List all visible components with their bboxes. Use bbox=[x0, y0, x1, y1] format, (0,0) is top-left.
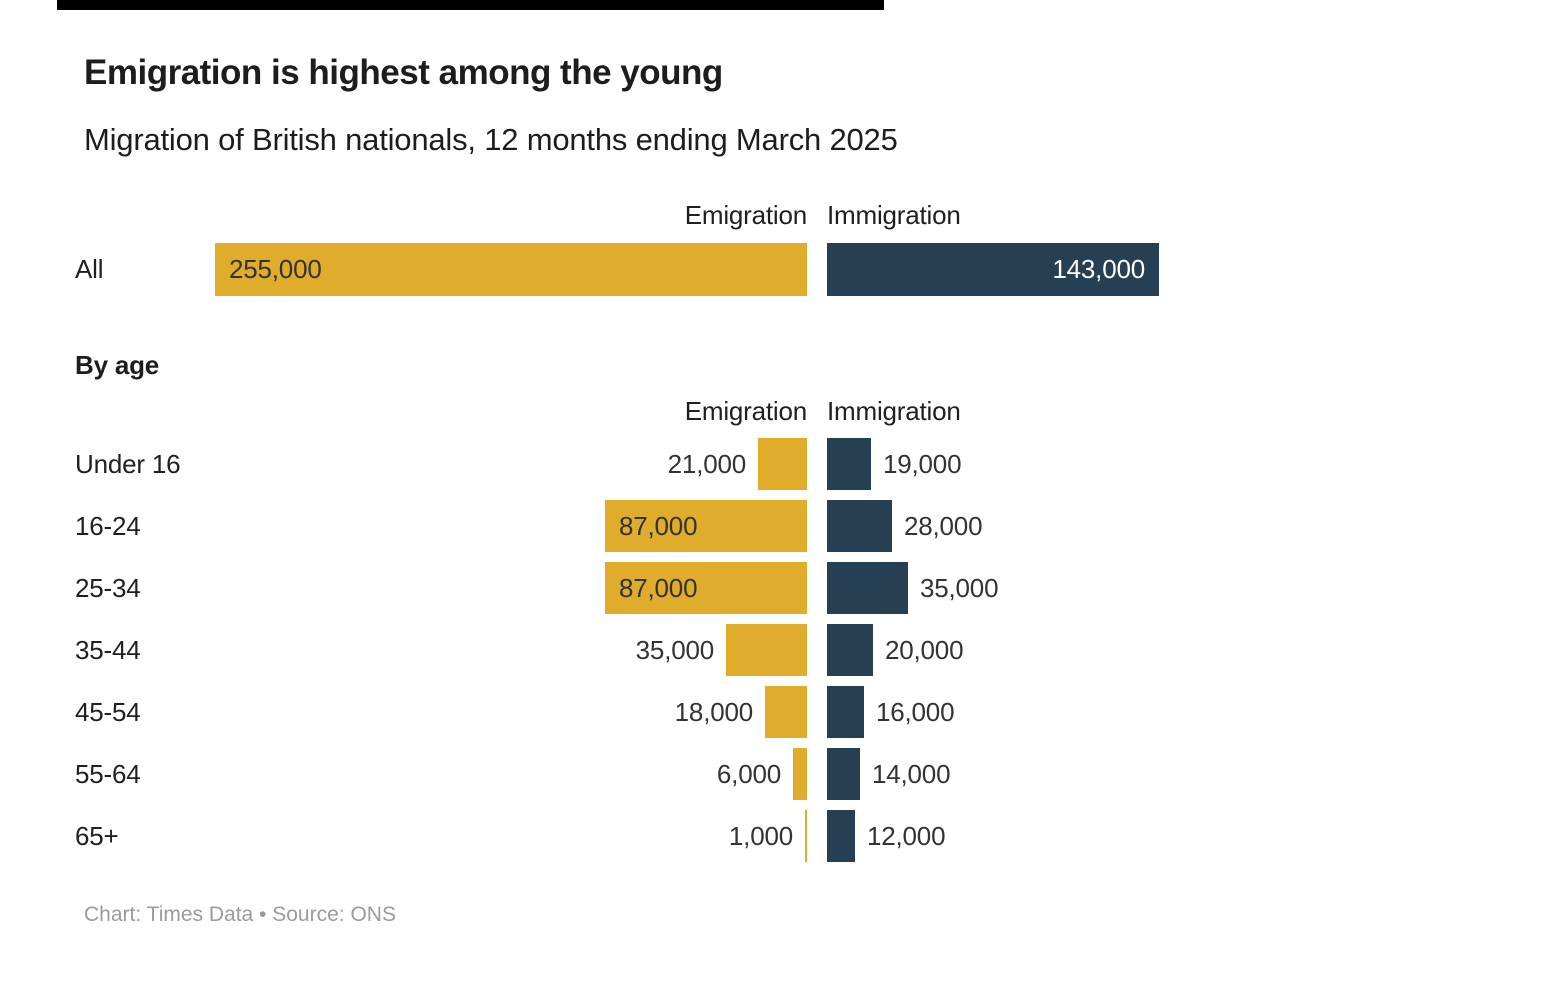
row-label-6: 65+ bbox=[75, 821, 119, 851]
chart-title: Emigration is highest among the young bbox=[84, 53, 723, 92]
immigration-bar-0 bbox=[827, 438, 871, 490]
immigration-value-0: 19,000 bbox=[883, 449, 962, 479]
immigration-bar-6 bbox=[827, 810, 855, 862]
emigration-bar-0 bbox=[758, 438, 807, 490]
immigration-value-5: 14,000 bbox=[872, 759, 951, 789]
emigration-value-2: 87,000 bbox=[619, 573, 698, 603]
row-label-4: 45-54 bbox=[75, 697, 141, 727]
source-credit: Chart: Times Data • Source: ONS bbox=[84, 903, 396, 926]
row-label-3: 35-44 bbox=[75, 635, 141, 665]
immigration-value-4: 16,000 bbox=[876, 697, 955, 727]
column-header-immigration-all: Immigration bbox=[827, 200, 961, 230]
column-header-immigration-byage: Immigration bbox=[827, 396, 961, 426]
row-label-0: Under 16 bbox=[75, 449, 181, 479]
immigration-bar-4 bbox=[827, 686, 864, 738]
emigration-value-5: 6,000 bbox=[716, 759, 781, 789]
emigration-bar-5 bbox=[793, 748, 807, 800]
immigration-value-all: 143,000 bbox=[1052, 254, 1145, 284]
immigration-value-2: 35,000 bbox=[920, 573, 999, 603]
row-label-2: 25-34 bbox=[75, 573, 141, 603]
immigration-bar-1 bbox=[827, 500, 892, 552]
emigration-value-0: 21,000 bbox=[667, 449, 747, 479]
row-label-1: 16-24 bbox=[75, 511, 141, 541]
emigration-value-1: 87,000 bbox=[619, 511, 698, 541]
immigration-bar-2 bbox=[827, 562, 908, 614]
immigration-bar-5 bbox=[827, 748, 860, 800]
emigration-bar-4 bbox=[765, 686, 807, 738]
immigration-value-6: 12,000 bbox=[867, 821, 946, 851]
emigration-bar-all bbox=[215, 243, 807, 296]
emigration-value-6: 1,000 bbox=[728, 821, 793, 851]
emigration-bar-2 bbox=[605, 562, 807, 614]
immigration-value-3: 20,000 bbox=[885, 635, 964, 665]
row-label-all: All bbox=[75, 254, 104, 284]
immigration-value-1: 28,000 bbox=[904, 511, 983, 541]
top-accent-bar bbox=[57, 0, 884, 10]
emigration-bar-1 bbox=[605, 500, 807, 552]
immigration-bar-3 bbox=[827, 624, 873, 676]
emigration-bar-6 bbox=[805, 810, 807, 862]
column-header-emigration-all: Emigration bbox=[684, 200, 807, 230]
immigration-bar-all bbox=[827, 243, 1159, 296]
chart-subtitle: Migration of British nationals, 12 month… bbox=[84, 122, 898, 157]
by-age-heading: By age bbox=[75, 350, 160, 380]
emigration-value-all: 255,000 bbox=[229, 254, 322, 284]
emigration-bar-3 bbox=[726, 624, 807, 676]
column-header-emigration-byage: Emigration bbox=[684, 396, 807, 426]
emigration-value-4: 18,000 bbox=[674, 697, 754, 727]
row-label-5: 55-64 bbox=[75, 759, 141, 789]
emigration-value-3: 35,000 bbox=[635, 635, 715, 665]
